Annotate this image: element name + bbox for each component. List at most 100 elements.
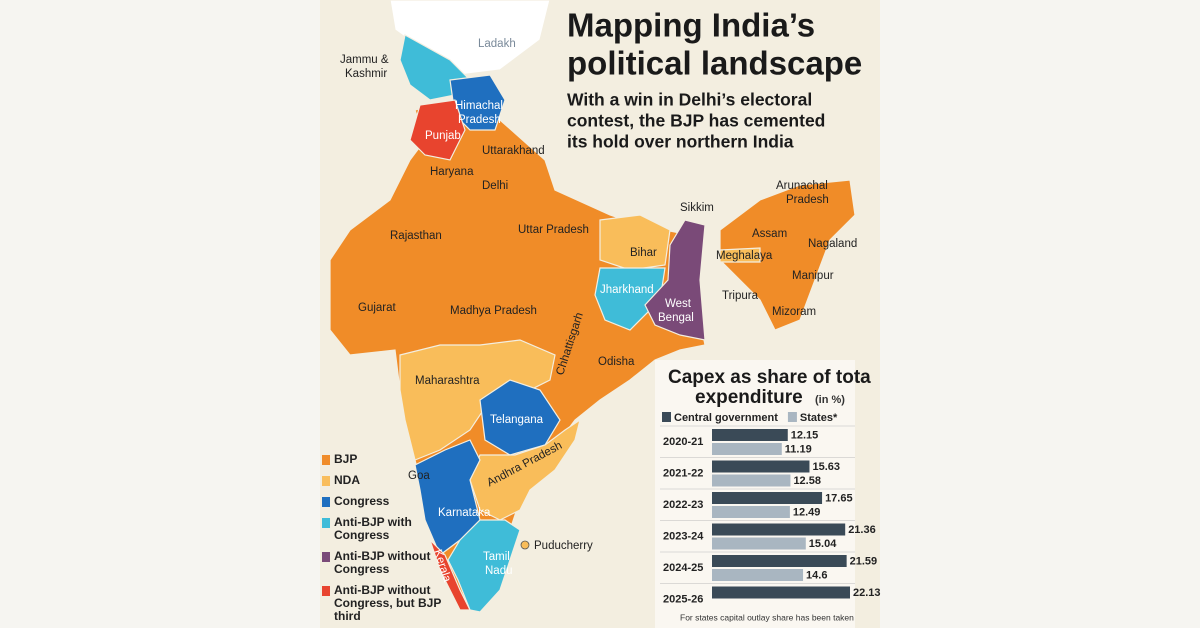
subtitle-line: With a win in Delhi’s electoral [567,90,812,110]
state-label: Nagaland [808,238,857,250]
state-label: Jharkhand [600,284,654,296]
legend-label: Congress [334,562,390,576]
value-label: 12.15 [791,429,819,441]
state-label: Tripura [722,290,759,302]
tamil-nadu [447,519,521,613]
title-line: political landscape [567,45,862,82]
northeast [719,179,856,331]
state-label: Pradesh [458,114,501,126]
state-label: Odisha [598,356,635,368]
state-label: Meghalaya [716,250,773,262]
chart-note: For states capital outlay share has been… [680,612,854,622]
legend-swatch [662,412,671,422]
bar [712,506,790,518]
legend-label: Congress [334,494,390,508]
legend-swatch [322,586,330,596]
value-label: 12.49 [793,506,821,518]
legend-swatch [322,518,330,528]
state-label: Kashmir [345,68,387,80]
category-label: 2020-21 [663,436,703,448]
state-label: Goa [408,470,430,482]
bar [712,429,788,441]
bar [712,492,823,504]
bihar [599,214,671,271]
state-label: Mizoram [772,306,816,318]
subtitle-line: contest, the BJP has cemented [567,111,825,131]
state-label: Delhi [482,180,508,192]
value-label: 11.19 [785,443,812,455]
state-label: Telangana [490,414,544,426]
subtitle-line: its hold over northern India [567,132,794,152]
andhra [469,418,581,521]
value-label: 15.63 [812,461,840,473]
chart-title: Capex as share of tota [668,367,871,388]
bar [712,460,810,473]
legend-label: BJP [334,452,357,466]
category-label: 2024-25 [663,562,703,574]
state-label: Uttarakhand [482,145,545,157]
legend-label: Central government [674,412,778,424]
state-label: Gujarat [358,302,397,314]
telangana [479,379,561,456]
punjab [409,99,466,161]
category-label: 2021-22 [663,467,703,479]
value-label: 21.36 [848,524,876,536]
bar [712,555,847,567]
legend-swatch [322,476,330,486]
state-label: Punjab [425,130,461,142]
state-label: Rajasthan [390,230,442,242]
value-label: 21.59 [850,555,878,567]
legend-swatch [322,455,330,465]
state-label: Karnataka [438,507,491,519]
legend-swatch [787,412,797,422]
state-label: Bihar [630,247,657,259]
legend-swatch [322,552,330,562]
legend-label: Anti-BJP with [334,515,412,529]
category-label: 2023-24 [663,530,704,542]
state-label: Nadu [485,565,513,577]
bar [712,537,806,550]
ladakh [389,0,551,76]
state-label: Haryana [430,166,474,178]
legend-label: NDA [334,473,360,487]
category-label: 2025-26 [663,593,703,605]
state-label: Maharashtra [415,375,480,387]
jharkhand [594,267,666,331]
value-label: 12.58 [793,475,821,487]
state-label: Uttar Pradesh [518,224,589,236]
state-label: Bengal [658,312,694,324]
bar [712,523,846,536]
title-line: Mapping India’s [567,7,815,44]
chart-title: expenditure [695,387,803,408]
legend-label: Anti-BJP without [334,583,430,597]
legend-label: third [334,609,361,623]
value-label: 17.65 [825,492,853,504]
legend-label: States* [800,412,838,424]
chart-unit: (in %) [815,394,845,406]
west-bengal [644,219,706,341]
state-label: Jammu & [340,54,389,66]
state-label: Madhya Pradesh [450,305,537,317]
value-label: 14.6 [806,569,827,581]
state-label: Tamil [483,551,510,563]
category-label: 2022-23 [663,499,703,511]
puducherry-dot [520,540,530,550]
value-label: 22.13 [853,587,881,599]
state-label: Puducherry [534,540,593,552]
bar [712,569,804,581]
legend-label: Congress [334,528,390,542]
state-label: Manipur [792,270,834,282]
legend-label: Anti-BJP without [334,549,430,563]
state-label: Arunachal [776,180,828,192]
state-label: Pradesh [786,194,829,206]
meghalaya [719,247,761,263]
legend-swatch [322,497,330,507]
state-label: West [665,298,692,310]
state-label: Ladakh [478,38,516,50]
legend-label: Congress, but BJP [334,596,441,610]
state-label: Assam [752,228,787,240]
value-label: 15.04 [809,538,837,550]
